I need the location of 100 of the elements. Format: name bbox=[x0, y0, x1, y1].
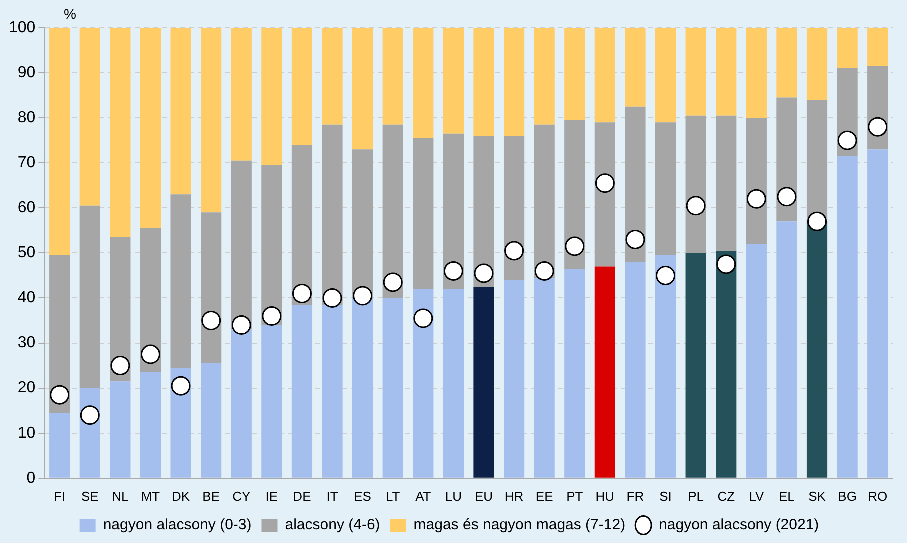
point bbox=[534, 261, 554, 281]
x-tick-label: PL bbox=[688, 488, 704, 504]
bar bbox=[262, 325, 282, 478]
bar bbox=[716, 250, 737, 478]
x-tick-label: LU bbox=[445, 488, 462, 504]
legend-label: nagyon alacsony (2021) bbox=[659, 516, 820, 534]
bar bbox=[80, 28, 100, 206]
x-tick-label: BE bbox=[202, 488, 220, 504]
x-tick-label: FI bbox=[54, 488, 66, 504]
bar bbox=[50, 255, 70, 414]
y-tick-label: 100 bbox=[8, 19, 36, 36]
bar bbox=[806, 100, 828, 222]
x-tick-label: HU bbox=[596, 488, 615, 504]
bar bbox=[686, 28, 706, 116]
x-tick-label: EE bbox=[536, 488, 554, 504]
y-tick-label: 0 bbox=[26, 470, 36, 487]
x-tick-label: HR bbox=[504, 488, 524, 504]
bar bbox=[322, 28, 343, 125]
bar bbox=[201, 28, 222, 213]
bar bbox=[474, 28, 494, 136]
bar bbox=[625, 106, 646, 262]
bar bbox=[746, 244, 767, 478]
bar bbox=[292, 304, 313, 478]
bar bbox=[140, 372, 162, 478]
x-tick-label: EL bbox=[779, 488, 795, 504]
x-tick-label: DE bbox=[293, 488, 312, 504]
x-tick-label: DK bbox=[172, 488, 190, 504]
bar bbox=[262, 28, 282, 166]
bar bbox=[534, 28, 555, 125]
bar bbox=[443, 28, 464, 134]
bar bbox=[716, 116, 737, 251]
bar bbox=[50, 28, 70, 256]
x-tick-label: RO bbox=[868, 488, 888, 504]
point bbox=[504, 241, 524, 261]
point bbox=[777, 187, 797, 207]
y-axis-title: % bbox=[64, 6, 76, 22]
bar bbox=[110, 28, 131, 238]
bar bbox=[716, 28, 737, 116]
point bbox=[140, 344, 160, 364]
bar bbox=[201, 212, 222, 364]
point bbox=[171, 376, 191, 396]
bar bbox=[655, 122, 676, 256]
x-tick-label: LV bbox=[749, 488, 764, 504]
point bbox=[565, 236, 585, 256]
bar bbox=[746, 28, 767, 118]
bar bbox=[806, 28, 828, 100]
y-tick-label: 10 bbox=[18, 424, 36, 442]
point bbox=[626, 230, 646, 250]
bar bbox=[534, 124, 555, 278]
legend-label: alacsony (4-6) bbox=[285, 516, 380, 534]
bar bbox=[170, 194, 192, 368]
bar bbox=[594, 266, 616, 478]
point bbox=[292, 284, 312, 304]
point bbox=[746, 189, 766, 209]
x-tick-label: ES bbox=[354, 488, 372, 504]
point bbox=[110, 356, 130, 376]
bar bbox=[776, 222, 798, 478]
point bbox=[686, 196, 706, 216]
x-tick-label: FR bbox=[626, 488, 644, 504]
bar bbox=[443, 289, 464, 478]
point bbox=[444, 261, 464, 281]
y-tick-label: 30 bbox=[18, 334, 36, 352]
x-tick-label: IT bbox=[326, 488, 338, 504]
bar bbox=[837, 28, 858, 69]
point bbox=[716, 254, 736, 274]
bar bbox=[352, 298, 374, 478]
x-tick-label: MT bbox=[141, 488, 160, 504]
bar bbox=[655, 28, 676, 123]
bar bbox=[564, 28, 586, 120]
bar bbox=[837, 156, 858, 478]
x-tick-label: BG bbox=[838, 488, 857, 504]
bar bbox=[413, 289, 434, 478]
bar bbox=[594, 28, 616, 123]
x-tick-label: AT bbox=[416, 488, 432, 504]
bar bbox=[262, 165, 282, 326]
bar bbox=[322, 124, 343, 305]
y-tick-label: 40 bbox=[18, 290, 36, 307]
point bbox=[50, 385, 70, 405]
bar bbox=[231, 28, 252, 161]
bar bbox=[564, 268, 586, 478]
bar bbox=[292, 145, 313, 305]
point bbox=[656, 266, 676, 286]
point bbox=[262, 306, 282, 326]
point bbox=[868, 117, 888, 137]
bar bbox=[625, 262, 646, 478]
bar bbox=[625, 28, 646, 107]
point bbox=[808, 212, 828, 232]
bar bbox=[474, 286, 494, 478]
y-tick-label: 50 bbox=[18, 244, 36, 262]
point bbox=[474, 264, 494, 284]
legend-label: magas és nagyon magas (7-12) bbox=[414, 516, 626, 534]
bar bbox=[140, 28, 162, 228]
point bbox=[353, 286, 373, 306]
x-tick-label: SE bbox=[81, 488, 100, 504]
x-tick-label: CZ bbox=[718, 488, 736, 504]
bar bbox=[806, 222, 828, 478]
bar bbox=[231, 160, 252, 330]
point bbox=[232, 316, 252, 336]
bar bbox=[201, 364, 222, 478]
bar bbox=[776, 28, 798, 98]
